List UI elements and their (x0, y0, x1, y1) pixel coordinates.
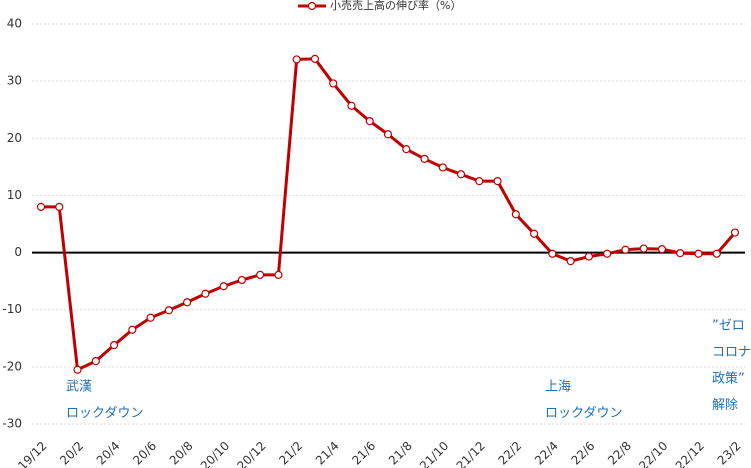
x-tick-label: 22/8 (605, 439, 634, 468)
point (657, 245, 667, 254)
point (329, 79, 338, 88)
point (383, 130, 393, 139)
point (511, 210, 520, 219)
point (438, 163, 447, 172)
x-tick-label: 23/2 (715, 439, 744, 468)
point (548, 249, 557, 258)
point (456, 170, 466, 179)
annotation: 解除 (712, 398, 738, 413)
point (164, 306, 173, 315)
annotation: 武漢 (66, 380, 92, 395)
legend-label: 小売売上高の伸び率（%） (330, 0, 461, 12)
point (712, 249, 721, 258)
y-tick-label: -30 (2, 417, 22, 431)
point (603, 249, 612, 258)
point (128, 325, 137, 334)
point (347, 101, 356, 110)
x-tick-label: 21/8 (386, 439, 415, 468)
point (566, 257, 575, 266)
legend-marker (307, 1, 317, 11)
x-tick-label: 20/2 (57, 439, 86, 468)
x-tick-label: 19/12 (15, 439, 49, 468)
x-tick-label: 20/6 (130, 439, 159, 468)
annotation: 政策” (712, 371, 745, 387)
y-tick-label: 30 (7, 74, 22, 88)
point (475, 177, 484, 186)
x-tick-label: 20/10 (198, 439, 232, 468)
point (219, 282, 228, 291)
y-tick-label: 0 (14, 245, 22, 259)
x-tick-label: 22/10 (636, 439, 670, 468)
annotation: コロナ (712, 345, 751, 360)
x-tick-label: 20/8 (167, 439, 196, 468)
point (274, 270, 283, 279)
point (55, 202, 64, 211)
point (237, 275, 246, 285)
point (109, 341, 119, 350)
y-tick-label: 40 (7, 17, 22, 31)
x-tick-label: 22/6 (569, 439, 598, 468)
x-tick-label: 21/2 (276, 439, 305, 468)
annotation: 上海 (545, 380, 571, 395)
y-tick-label: -20 (2, 359, 22, 373)
point (639, 244, 648, 253)
point (183, 298, 192, 307)
y-tick-label: 10 (7, 188, 22, 202)
annotation: ロックダウン (66, 406, 143, 421)
series-line (41, 57, 737, 372)
x-tick-label: 21/10 (417, 439, 451, 468)
point (621, 245, 630, 254)
point (493, 177, 502, 186)
x-tick-label: 20/4 (94, 439, 123, 468)
annotation: ”ゼロ (712, 319, 745, 334)
x-tick-label: 22/4 (532, 439, 561, 468)
x-tick-label: 21/6 (349, 439, 378, 468)
point (365, 117, 374, 126)
point (584, 252, 593, 261)
point (292, 55, 301, 64)
x-tick-label: 21/4 (313, 439, 342, 468)
point (201, 289, 210, 298)
point (676, 249, 685, 258)
point (91, 357, 100, 366)
x-tick-label: 22/2 (495, 439, 524, 468)
point (146, 313, 155, 322)
x-tick-label: 20/12 (234, 439, 268, 468)
y-tick-label: -10 (2, 302, 22, 316)
y-tick-label: 20 (7, 131, 22, 145)
x-tick-label: 21/12 (454, 439, 488, 468)
point (402, 145, 411, 154)
annotation: ロックダウン (545, 406, 622, 421)
point (420, 154, 429, 163)
point (256, 270, 265, 279)
point (730, 228, 740, 237)
x-tick-label: 22/12 (673, 439, 707, 468)
point (36, 202, 46, 211)
point (310, 54, 320, 63)
point (694, 249, 703, 258)
point (73, 365, 82, 374)
point (530, 229, 539, 238)
